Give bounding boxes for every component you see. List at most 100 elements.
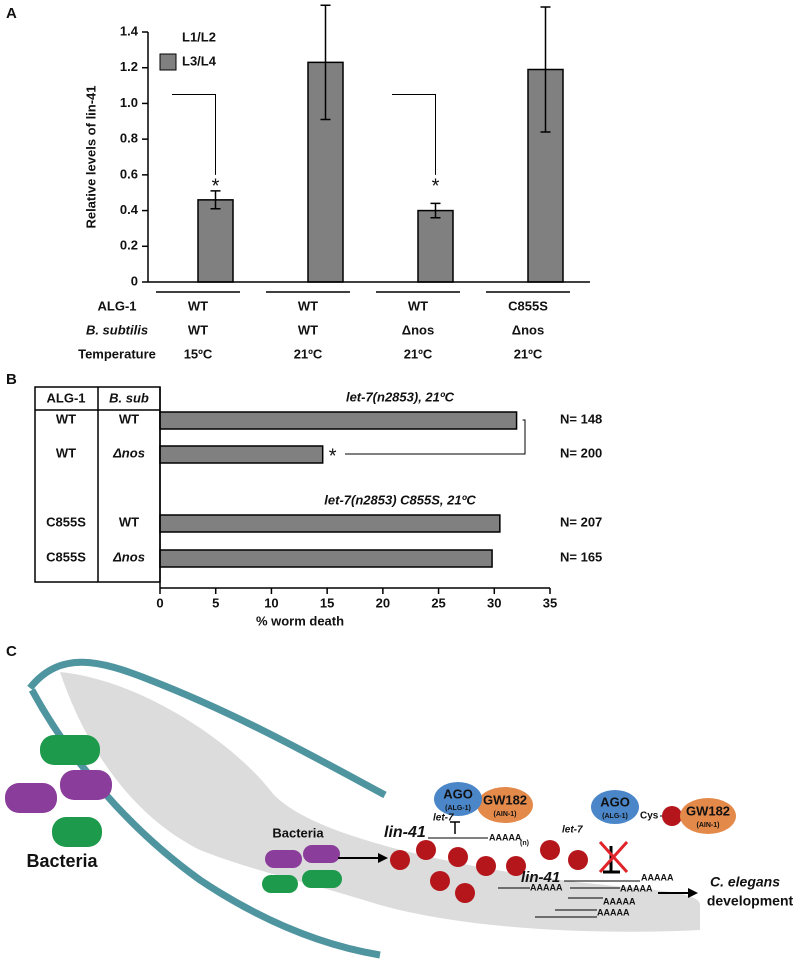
bacterium <box>303 845 340 863</box>
no-molecules <box>390 840 588 903</box>
ago-sublabel: (ALG-1) <box>445 805 471 812</box>
x-tick-label: 5 <box>212 595 219 610</box>
bar <box>159 445 324 464</box>
bacteria-label: Bacteria <box>272 825 324 840</box>
table-cell: WT <box>56 411 76 426</box>
x-tick-label: 35 <box>543 595 557 610</box>
table-header: B. sub <box>109 390 149 405</box>
gw-sublabel: (AIN-1) <box>697 822 720 829</box>
gw-label: GW182 <box>686 803 730 818</box>
bar <box>158 103 193 282</box>
condition-value: 21ºC <box>514 346 543 361</box>
condition-value: C855S <box>508 298 548 313</box>
inhibition <box>450 821 460 834</box>
diagram: Bacteria Bacteria AGO (ALG-1) GW182 (AIN… <box>5 658 794 959</box>
y-tick-label: 1.0 <box>120 95 138 110</box>
legend-label: L1/L2 <box>182 29 216 44</box>
table-header: ALG-1 <box>47 390 86 405</box>
ago-label: AGO <box>443 786 473 801</box>
mirna-label: let-7 <box>562 825 583 836</box>
outcome-label: C. elegans <box>710 874 780 890</box>
condition-value: 15ºC <box>184 346 213 361</box>
bar <box>159 549 493 568</box>
table-cell: C855S <box>46 549 86 564</box>
panel-label: B <box>6 371 17 388</box>
condition-value: WT <box>298 298 318 313</box>
n-label: N= 148 <box>560 411 602 426</box>
table-cell: Δnos <box>112 445 145 460</box>
error-bar <box>210 190 221 210</box>
y-tick-label: 1.4 <box>120 23 139 38</box>
polya: AAAAA <box>620 883 653 893</box>
ago-label: AGO <box>600 794 630 809</box>
condition-value: WT <box>188 298 208 313</box>
gw182 <box>680 798 736 834</box>
y-tick-label: 0.6 <box>120 166 138 181</box>
bacterium <box>52 817 102 847</box>
condition-label: B. subtilis <box>86 322 148 337</box>
y-axis-label: Relative levels of lin-41 <box>83 85 98 228</box>
n-label: N= 207 <box>560 514 602 529</box>
x-tick-label: 30 <box>487 595 501 610</box>
mrna-label: lin-41 <box>384 824 426 841</box>
condition-value: 21ºC <box>294 346 323 361</box>
bar <box>197 199 234 283</box>
legend-swatch <box>160 30 176 46</box>
table-cell: WT <box>56 445 76 460</box>
mrna-label: lin-41 <box>521 869 560 886</box>
table-rules <box>35 387 160 582</box>
cys-label: Cys <box>640 811 659 822</box>
condition-label: ALG-1 <box>98 298 137 313</box>
bar <box>159 411 518 430</box>
condition-value: 21ºC <box>404 346 433 361</box>
polya: AAAAA <box>489 832 522 842</box>
arrow-head <box>378 853 388 863</box>
error-bar <box>540 6 551 133</box>
y-tick-label: 0 <box>131 273 138 288</box>
no-molecule <box>662 806 682 826</box>
gw-label: GW182 <box>483 792 527 807</box>
error-bar <box>320 4 331 121</box>
significance-bracket <box>392 94 436 175</box>
y-tick-label: 0.2 <box>120 238 138 253</box>
mirna-label: let-7 <box>433 813 454 824</box>
bar <box>488 103 523 282</box>
bacterium <box>60 770 112 800</box>
table-cell: WT <box>119 514 139 529</box>
significance: * <box>432 176 440 198</box>
bacterium <box>302 870 342 888</box>
panel-label: A <box>6 5 17 22</box>
ago-sublabel: (ALG-1) <box>602 813 628 820</box>
polya: AAAAA <box>603 896 636 906</box>
panel-label: C <box>6 643 17 660</box>
error-bar <box>430 202 441 219</box>
bar <box>159 514 501 533</box>
polya: AAAAA <box>641 872 674 882</box>
legend-swatch <box>159 53 177 71</box>
body-wall <box>27 658 387 799</box>
condition-value: Δnos <box>402 322 434 337</box>
mrna-line <box>498 880 640 918</box>
x-tick-label: 10 <box>264 595 278 610</box>
ago <box>591 790 639 824</box>
condition-value: Δnos <box>512 322 544 337</box>
ago <box>434 782 482 816</box>
significance: * <box>329 445 337 467</box>
outcome-label: development <box>707 893 794 909</box>
bacterium <box>5 783 57 813</box>
condition-value: WT <box>298 322 318 337</box>
x-tick-label: 20 <box>376 595 390 610</box>
y-tick-label: 0.8 <box>120 131 138 146</box>
bacterium <box>265 850 302 868</box>
condition-value: WT <box>408 298 428 313</box>
significance: * <box>212 176 220 198</box>
bar <box>417 209 454 283</box>
arrow-head <box>688 888 698 898</box>
polya-sub: (n) <box>520 840 529 847</box>
significance-bracket <box>172 94 216 175</box>
gw-sublabel: (AIN-1) <box>494 811 517 818</box>
blocked <box>598 840 629 874</box>
y-tick-label: 0.4 <box>120 202 139 217</box>
gw182 <box>477 787 533 823</box>
